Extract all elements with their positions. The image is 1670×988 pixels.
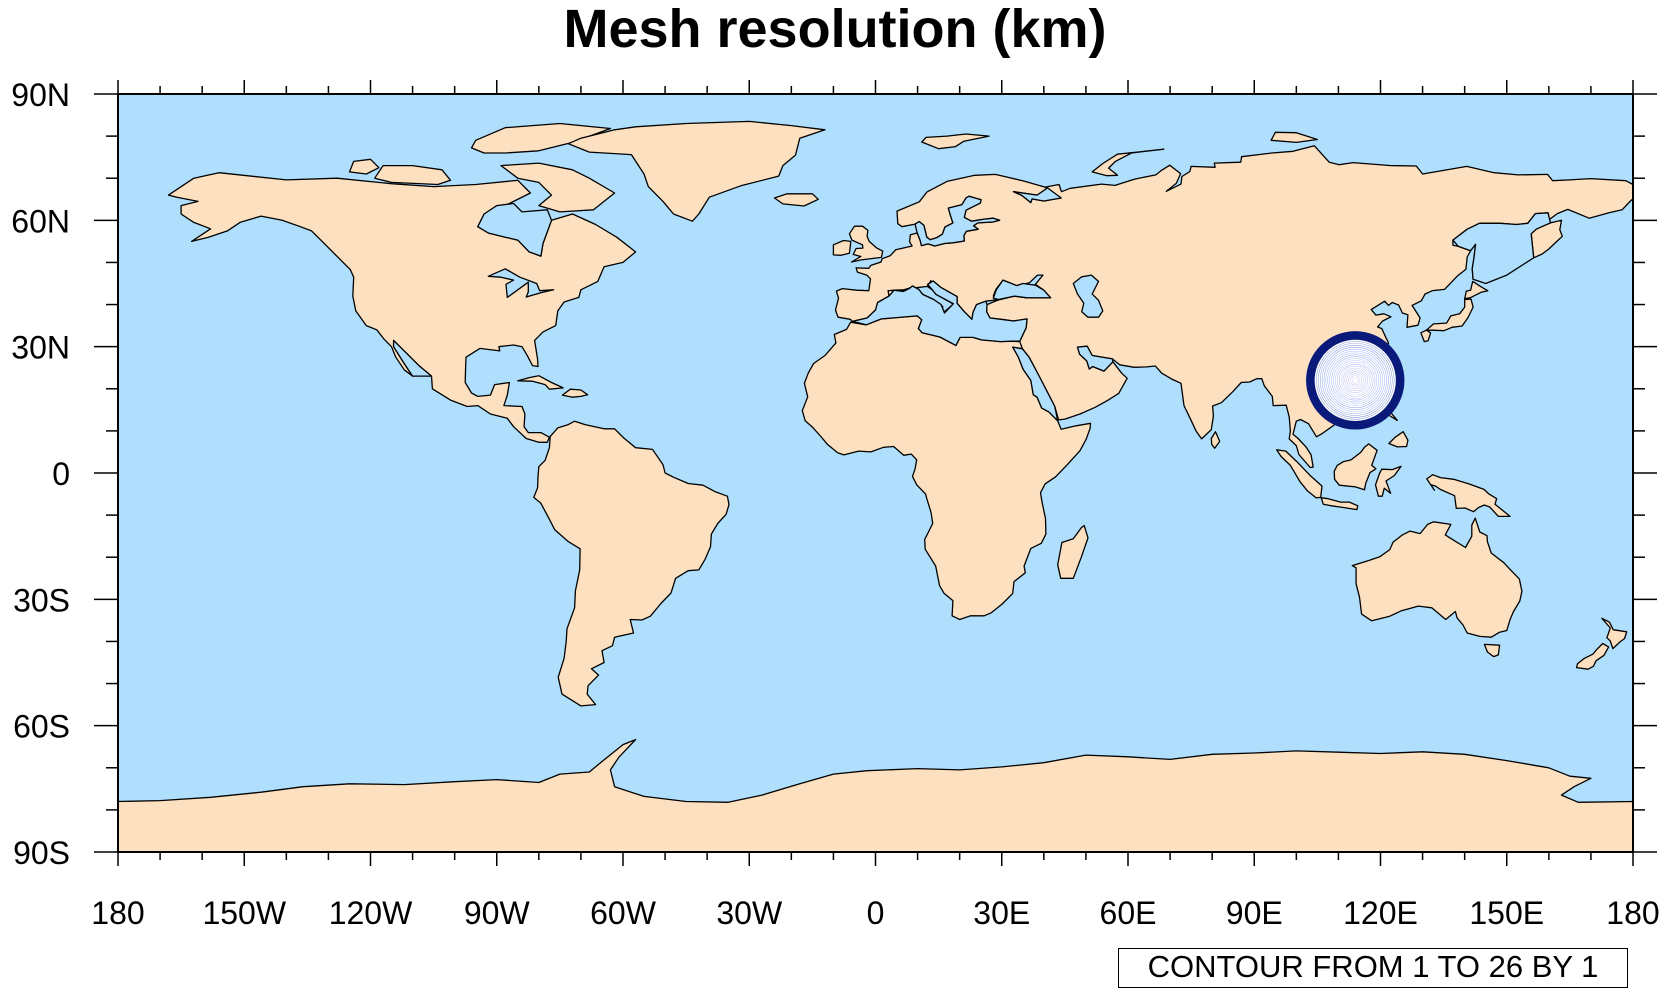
australia-land: [1351, 517, 1523, 638]
lat-tick-label: 30N: [11, 330, 70, 366]
japan-honshu-land: [1425, 298, 1474, 332]
map-title: Mesh resolution (km): [563, 0, 1107, 59]
sea-of-okhotsk-water: [1452, 212, 1552, 285]
lon-tick-label: 60E: [1100, 895, 1157, 931]
britain-land: [848, 225, 884, 263]
tasmania-land: [1483, 643, 1501, 658]
lat-tick-label: 0: [52, 456, 70, 492]
resolution-contours: [1306, 331, 1405, 430]
greenland-land: [567, 120, 826, 222]
borneo-land: [1333, 443, 1378, 491]
japan-kyushu-land: [1420, 329, 1432, 343]
banks-island-land: [348, 158, 380, 175]
lon-tick-label: 150W: [202, 895, 286, 931]
lat-tick-label: 90S: [13, 835, 70, 871]
red-sea-water: [1012, 346, 1059, 422]
baffin-island-land: [500, 162, 616, 213]
lon-tick-label: 120W: [329, 895, 413, 931]
novaya-zemlya-land: [1091, 148, 1165, 177]
lon-tick-label: 90E: [1226, 895, 1283, 931]
lon-tick-label: 0: [867, 895, 885, 931]
great-lakes-water: [487, 268, 555, 299]
java-land: [1320, 497, 1359, 511]
lon-tick-label: 90W: [464, 895, 531, 931]
africa-land: [801, 315, 1092, 621]
victoria-island-land: [374, 164, 452, 186]
caspian-sea-water: [1072, 274, 1104, 318]
sri-lanka-land: [1210, 431, 1221, 449]
axis-labels: 180 150W 120W 90W 60W 30W 0 30E 60E 90E 120E 150E 18…: [11, 77, 1659, 931]
baltic-sea-water: [914, 195, 1001, 247]
contour-info-label: CONTOUR FROM 1 TO 26 BY 1: [1118, 948, 1628, 988]
hispaniola-land: [561, 388, 589, 398]
mediterranean-sea-water: [851, 280, 1028, 347]
persian-gulf-water: [1076, 345, 1114, 372]
gulf-of-california-water: [392, 339, 433, 377]
land-masses: [118, 120, 1633, 852]
sulawesi-land: [1374, 465, 1402, 497]
new-zealand-north-land: [1601, 617, 1628, 650]
cuba-land: [517, 375, 564, 390]
severnaya-zemlya-land: [1270, 131, 1319, 144]
hudson-bay-water: [477, 202, 553, 257]
new-zealand-south-land: [1575, 642, 1610, 670]
south-america-land: [533, 420, 730, 707]
new-guinea-land: [1426, 474, 1511, 518]
lon-tick-label: 30E: [973, 895, 1030, 931]
lon-tick-label: 30W: [716, 895, 783, 931]
lon-tick-label: 180: [91, 895, 144, 931]
black-sea-water: [992, 279, 1052, 301]
axis-ticks: [94, 80, 1657, 866]
madagascar-land: [1057, 524, 1089, 579]
svalbard-land: [921, 133, 990, 150]
lat-tick-label: 60S: [13, 709, 70, 745]
lon-tick-label: 180: [1606, 895, 1659, 931]
philippines-mindanao-land: [1388, 431, 1409, 448]
lon-tick-label: 120E: [1343, 895, 1418, 931]
sumatra-land: [1275, 449, 1323, 499]
lat-tick-label: 90N: [11, 77, 70, 113]
ireland-land: [832, 239, 852, 256]
lon-tick-label: 150E: [1469, 895, 1544, 931]
iceland-land: [773, 193, 819, 207]
lat-tick-label: 30S: [13, 582, 70, 618]
white-sea-water: [1012, 187, 1062, 204]
japan-hokkaido-land: [1464, 280, 1489, 300]
eurasia-land: [834, 145, 1633, 469]
lat-tick-label: 60N: [11, 203, 70, 239]
antarctica-land: [118, 738, 1633, 852]
ellesmere-island-land: [470, 122, 612, 154]
lon-tick-label: 60W: [590, 895, 657, 931]
contour-center-point: [1352, 377, 1358, 383]
